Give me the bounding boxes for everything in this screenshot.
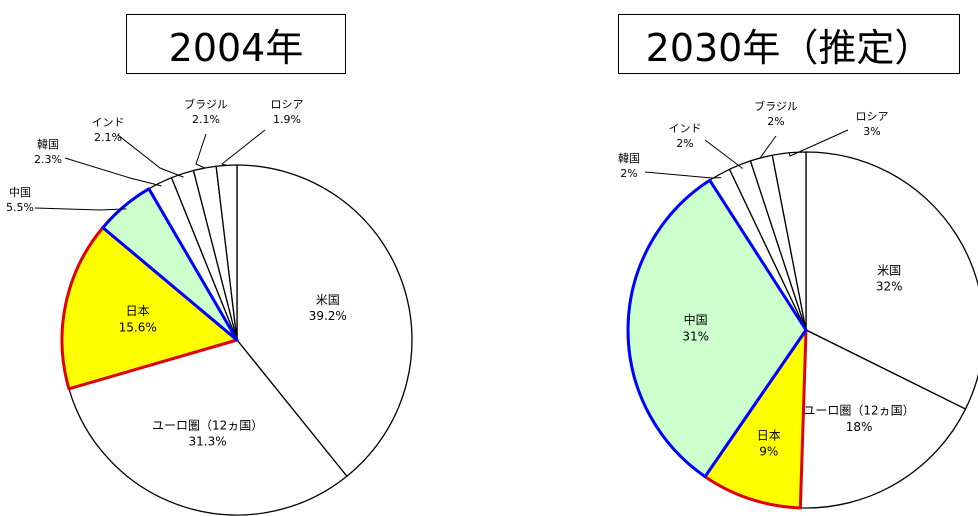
- pie-slice-0-1: [68, 339, 348, 516]
- slice-label-1-4: 韓国 2%: [618, 152, 640, 180]
- chart-title-2030: 2030年（推定）: [618, 14, 960, 74]
- slice-label-0-0: 米国 39.2%: [309, 293, 347, 323]
- leader-line-0-3: [34, 207, 127, 211]
- pie-slice-1-2: [703, 328, 808, 510]
- leader-line-0-5: [117, 134, 184, 178]
- chart-title-2004: 2004年: [126, 14, 346, 74]
- pie-slice-0-0: [236, 164, 413, 477]
- slice-label-1-1: ユーロ圏（12ヵ国） 18%: [803, 404, 914, 434]
- leader-line-0-4: [64, 157, 162, 187]
- slice-label-1-7: ロシア 3%: [856, 110, 889, 138]
- leader-line-1-4: [644, 171, 722, 179]
- slice-label-0-5: インド 2.1%: [92, 116, 125, 144]
- slice-label-1-2: 日本 9%: [757, 428, 781, 458]
- slice-label-0-6: ブラジル 2.1%: [184, 97, 228, 126]
- slice-label-1-0: 米国 32%: [876, 263, 903, 293]
- leader-line-1-5: [704, 139, 744, 169]
- pie-slice-1-0: [805, 151, 978, 410]
- pie-slice-0-2: [60, 226, 239, 391]
- slice-label-1-6: ブラジル 2%: [754, 99, 798, 128]
- leader-line-1-6: [758, 135, 777, 159]
- pie-slice-1-3: [626, 178, 808, 479]
- pie-slice-0-3: [101, 187, 239, 342]
- pie-slice-1-1: [799, 329, 967, 509]
- slice-label-0-2: 日本 15.6%: [119, 304, 157, 334]
- slice-label-0-4: 韓国 2.3%: [34, 138, 62, 166]
- leader-line-1-7: [788, 129, 849, 157]
- leader-line-0-7: [220, 129, 266, 166]
- slice-label-1-3: 中国 31%: [682, 312, 709, 343]
- slice-label-0-1: ユーロ圏（12ヵ国） 31.3%: [152, 418, 263, 448]
- slice-label-0-3: 中国 5.5%: [6, 186, 34, 214]
- slice-label-1-5: インド 2%: [669, 122, 702, 150]
- slice-label-0-7: ロシア 1.9%: [271, 98, 304, 126]
- leader-line-0-6: [195, 133, 207, 169]
